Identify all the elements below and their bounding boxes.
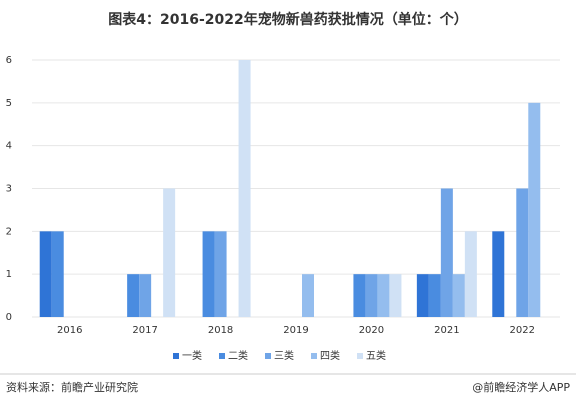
x-tick-label: 2022 xyxy=(510,325,535,336)
bar xyxy=(428,274,441,317)
bar xyxy=(464,231,477,317)
x-tick-label: 2018 xyxy=(208,325,233,336)
bar xyxy=(452,274,465,317)
x-tick-label: 2019 xyxy=(283,325,308,336)
chart-title: 图表4：2016-2022年宠物新兽药获批情况（单位：个） xyxy=(108,11,467,28)
bar xyxy=(528,102,541,317)
y-tick-label: 3 xyxy=(6,184,12,195)
y-tick-label: 4 xyxy=(6,141,12,152)
bar xyxy=(492,231,505,317)
bar xyxy=(377,274,390,317)
legend-swatch xyxy=(173,353,179,359)
x-tick-label: 2021 xyxy=(434,325,459,336)
credit: @前瞻经济学人APP xyxy=(472,380,570,394)
legend-label: 一类 xyxy=(182,349,202,362)
bar xyxy=(516,188,529,317)
y-tick-label: 6 xyxy=(6,55,12,66)
legend-swatch xyxy=(357,353,363,359)
legend-swatch xyxy=(311,353,317,359)
bar xyxy=(39,231,52,317)
legend-label: 四类 xyxy=(320,349,340,362)
x-tick-label: 2016 xyxy=(57,325,82,336)
source: 资料来源：前瞻产业研究院 xyxy=(6,380,138,394)
x-tick-label: 2020 xyxy=(359,325,384,336)
bar xyxy=(353,274,366,317)
bar xyxy=(214,231,227,317)
bar xyxy=(139,274,152,317)
bar xyxy=(238,60,251,317)
legend-swatch xyxy=(265,353,271,359)
bar xyxy=(389,274,402,317)
y-tick-label: 5 xyxy=(6,98,12,109)
bar xyxy=(302,274,314,317)
bar xyxy=(51,231,64,317)
y-tick-label: 1 xyxy=(6,269,12,280)
bar xyxy=(202,231,215,317)
bar xyxy=(365,274,378,317)
x-tick-label: 2017 xyxy=(132,325,157,336)
bar xyxy=(440,188,453,317)
bar xyxy=(163,188,176,317)
y-tick-label: 0 xyxy=(6,312,12,323)
legend-label: 二类 xyxy=(228,349,248,362)
legend-swatch xyxy=(219,353,225,359)
bar xyxy=(127,274,140,317)
bar xyxy=(416,274,429,317)
legend-label: 五类 xyxy=(366,349,386,362)
legend-label: 三类 xyxy=(274,349,294,362)
y-tick-label: 2 xyxy=(6,226,12,237)
